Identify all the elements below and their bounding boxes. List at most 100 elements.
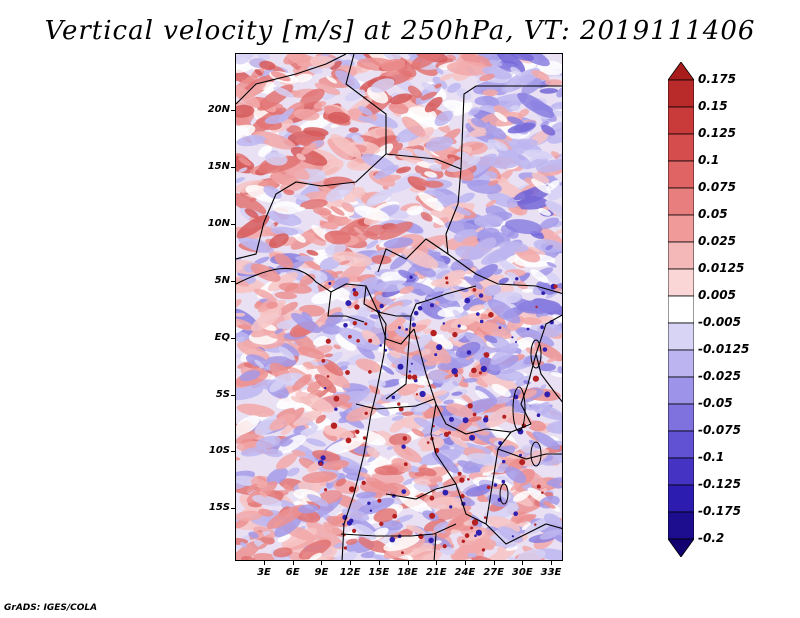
velocity-spot [411, 322, 416, 327]
velocity-cell [236, 456, 241, 461]
velocity-spot [470, 526, 473, 530]
velocity-spot [345, 370, 350, 375]
velocity-cell [535, 159, 562, 173]
velocity-cell [431, 451, 459, 474]
colorbar-segment [668, 484, 694, 513]
velocity-spot [478, 371, 482, 375]
velocity-cell [358, 106, 373, 116]
velocity-cell [353, 226, 363, 234]
colorbar-label: 0.0125 [698, 261, 745, 275]
colorbar-label: -0.0125 [698, 342, 750, 356]
velocity-cell [474, 215, 504, 228]
velocity-spot [462, 417, 469, 424]
velocity-cell [522, 448, 550, 467]
velocity-cell [341, 218, 352, 225]
velocity-cell [393, 444, 422, 463]
velocity-spot [526, 327, 530, 331]
country-border [236, 54, 347, 105]
velocity-cell [362, 298, 378, 312]
velocity-cell [365, 240, 379, 249]
velocity-cell [286, 125, 302, 134]
velocity-cell [413, 417, 437, 431]
velocity-cell [545, 200, 562, 225]
velocity-cell [274, 514, 303, 538]
velocity-cell [307, 461, 322, 473]
colorbar-segment [668, 349, 694, 378]
velocity-cell [330, 60, 342, 71]
lon-tick-label: 3E [257, 567, 271, 578]
velocity-spot [356, 339, 360, 343]
velocity-cell [358, 116, 374, 123]
velocity-cell [486, 548, 516, 560]
velocity-spot [501, 479, 506, 484]
velocity-cell [273, 547, 293, 558]
velocity-cell [488, 180, 499, 186]
velocity-spot [345, 300, 352, 307]
velocity-spot [408, 370, 411, 373]
velocity-cell [484, 335, 498, 344]
velocity-spot [413, 310, 419, 316]
velocity-spot [419, 390, 426, 398]
velocity-spot [349, 486, 355, 493]
country-border [377, 285, 477, 317]
velocity-cell [355, 491, 377, 499]
velocity-cell [431, 390, 448, 397]
velocity-cell [270, 71, 291, 82]
lon-tick-mark [292, 561, 294, 565]
velocity-cell [330, 133, 362, 158]
velocity-cell [450, 436, 469, 448]
country-border [413, 328, 532, 435]
colorbar-segment [668, 511, 694, 540]
lat-tick-mark [231, 508, 235, 509]
velocity-cell [490, 342, 519, 365]
velocity-cell [406, 524, 426, 535]
velocity-spot [471, 519, 479, 526]
velocity-spot [334, 407, 338, 411]
velocity-cell [237, 324, 252, 330]
lon-tick-label: 33E [540, 567, 562, 578]
velocity-cell [406, 205, 424, 216]
velocity-cell [253, 131, 296, 150]
velocity-cell [552, 314, 562, 325]
velocity-cell [236, 415, 260, 436]
velocity-spot [442, 544, 447, 549]
velocity-cell [300, 88, 325, 107]
velocity-cell [310, 360, 319, 367]
velocity-cell [302, 471, 338, 483]
velocity-cell [337, 361, 350, 367]
velocity-spot [511, 535, 514, 538]
velocity-spot [384, 348, 388, 352]
velocity-cell [436, 270, 451, 280]
velocity-cell [453, 332, 466, 342]
velocity-cell [335, 334, 356, 352]
lat-tick-mark [231, 395, 235, 396]
velocity-spot [472, 412, 477, 417]
velocity-cell [416, 265, 437, 278]
velocity-cell [274, 291, 298, 300]
velocity-cell [292, 409, 323, 426]
velocity-cell [310, 55, 335, 69]
velocity-cell [309, 552, 322, 560]
colorbar-label: 0.005 [698, 288, 736, 302]
velocity-cell [517, 549, 546, 560]
velocity-cell [540, 217, 560, 229]
velocity-cell [311, 288, 342, 305]
velocity-cell [276, 453, 298, 470]
velocity-spot [325, 338, 331, 344]
velocity-spot [429, 512, 436, 519]
velocity-cell [466, 453, 503, 466]
velocity-cell [482, 95, 500, 106]
colorbar-label: -0.025 [698, 369, 741, 383]
velocity-cell [355, 197, 364, 205]
velocity-spot [536, 484, 541, 489]
velocity-cell [297, 62, 309, 67]
velocity-cell [418, 435, 445, 451]
velocity-cell [399, 285, 415, 295]
colorbar-segment [668, 403, 694, 432]
velocity-spot [403, 462, 408, 467]
velocity-spot [348, 334, 352, 339]
velocity-cell [491, 383, 512, 397]
velocity-cell [306, 494, 329, 507]
velocity-spot [483, 417, 489, 423]
country-border [363, 285, 379, 313]
